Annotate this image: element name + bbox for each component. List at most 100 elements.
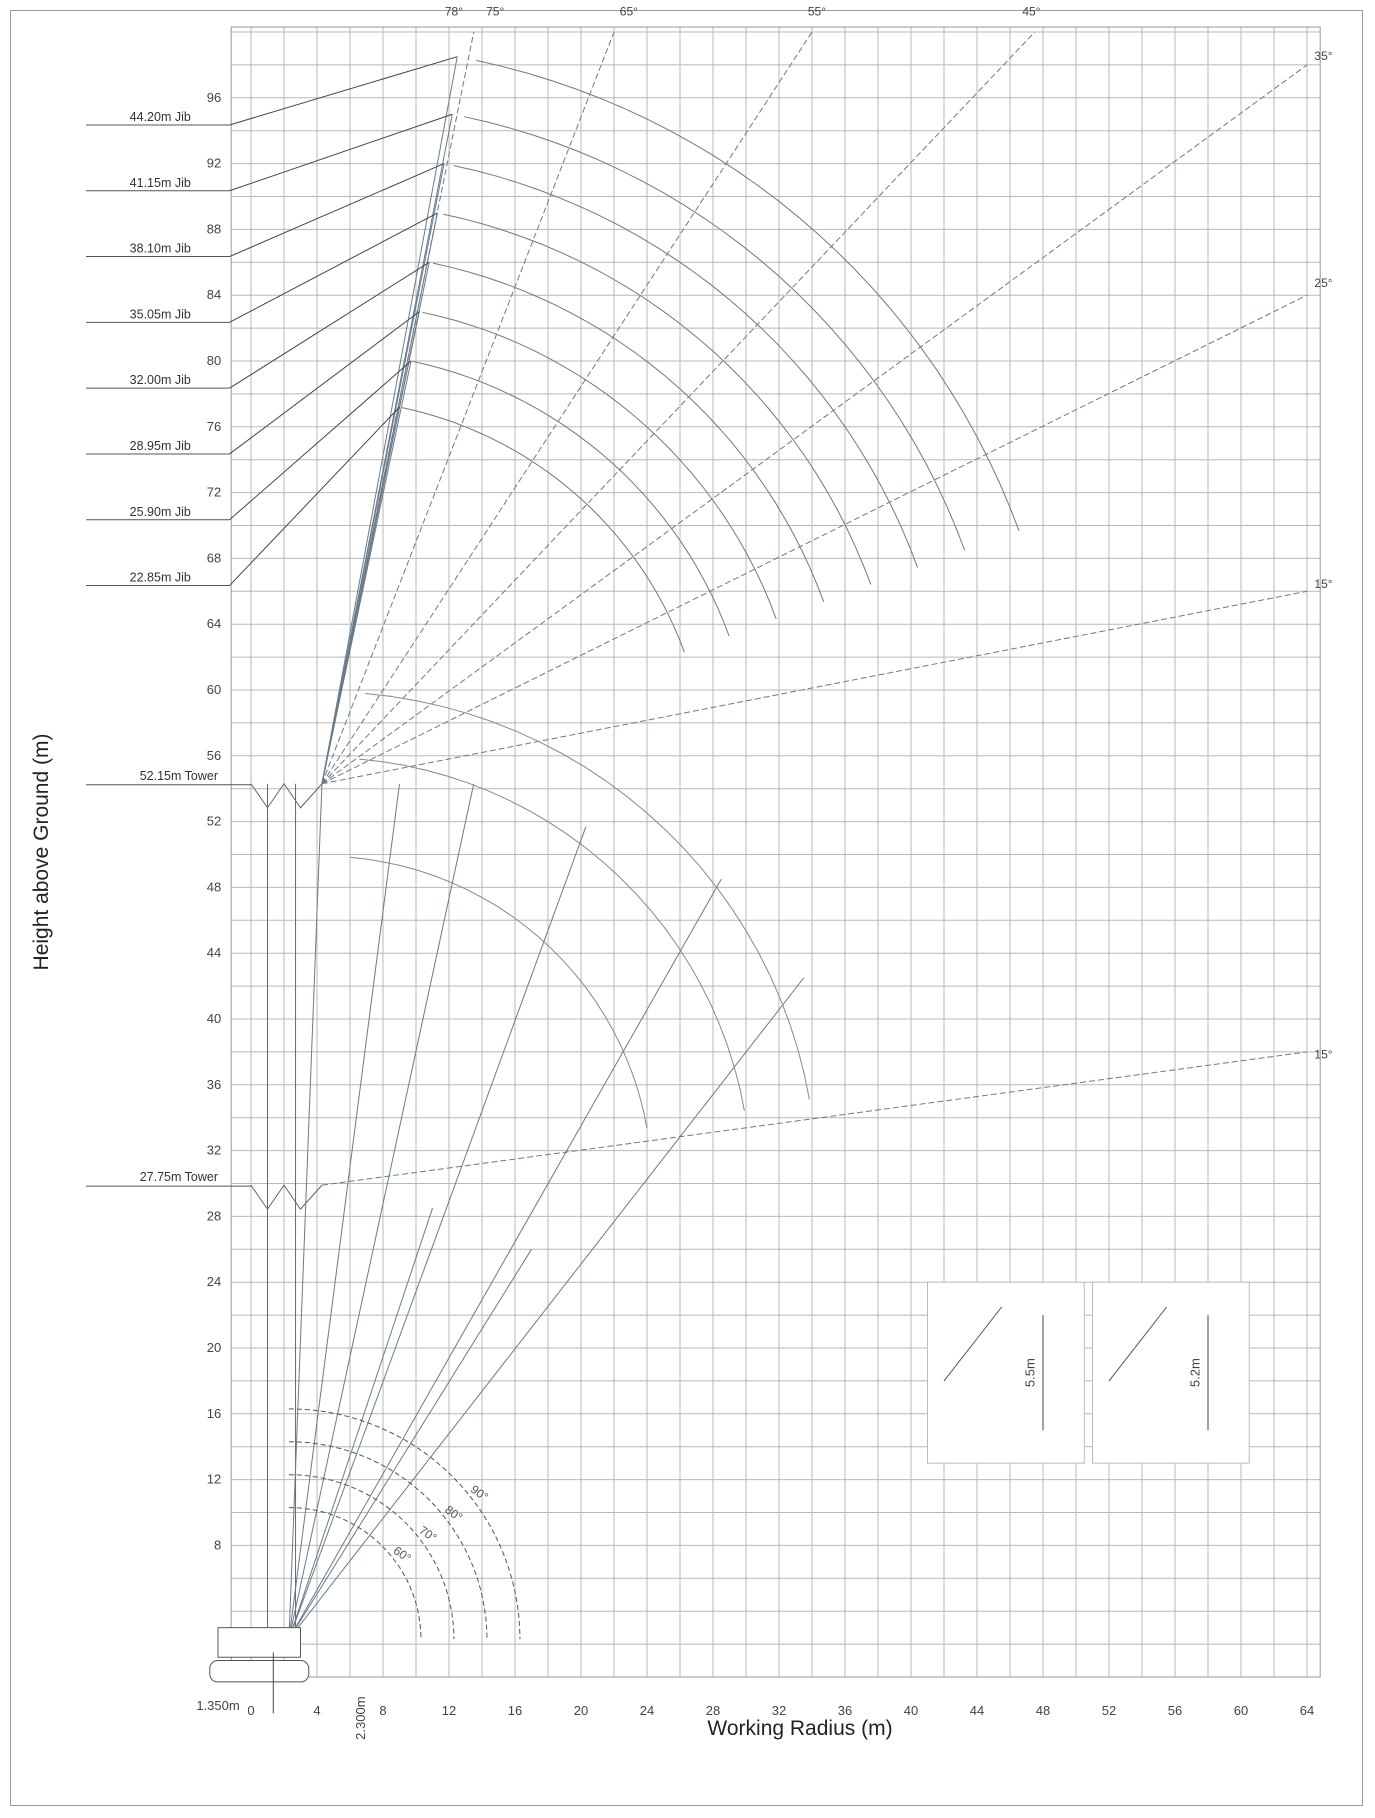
plot-area [230,26,1321,1678]
x-tick-label: 24 [640,1703,654,1718]
y-tick-label: 8 [214,1537,221,1552]
jib-label-leader [229,212,438,323]
jib-angle-label: 65° [620,5,638,19]
y-tick-label: 12 [207,1472,221,1487]
jib-tip-arc [453,165,919,568]
boom-line [288,1249,532,1640]
luffing-arc [288,1441,488,1640]
lower-jib-arc [359,758,745,1111]
y-tick-label: 80 [207,353,221,368]
luffing-angle-label: 90° [468,1482,491,1504]
y-tick-label: 76 [207,419,221,434]
detail-jib-line [943,1306,1003,1382]
y-tick-label: 20 [207,1340,221,1355]
boom-line [288,783,323,1640]
jib-angle-label: 25° [1314,276,1332,290]
jib-angle-label: 15° [1314,1047,1332,1061]
jib-angle-label: 55° [808,5,826,19]
jib-tip-arc [464,116,966,551]
jib-angle-line [321,31,1036,785]
x-tick-label: 28 [706,1703,720,1718]
y-tick-label: 72 [207,485,221,500]
chart-labels: 0 4 8 12 16 20 24 28 32 36 40 44 48 52 56 60 64812162024… [130,5,1333,1740]
jib-tip-arc [443,213,872,585]
jib-tip-arc [401,407,685,653]
x-axis-title: Working Radius (m) [707,1717,892,1740]
jib-label-leader [229,311,420,455]
crane-track [209,1660,310,1683]
jib-label: 28.95m Jib [130,439,191,453]
x-tick-label: 8 [379,1703,386,1718]
luffing-arc [288,1474,455,1640]
boom-line [288,1208,433,1640]
y-tick-label: 16 [207,1406,221,1421]
tower-label: 27.75m Tower [140,1170,218,1184]
radius-offset-label: 1.350m [196,1698,239,1713]
y-tick-label: 60 [207,682,221,697]
luffing-angle-label: 80° [442,1503,465,1525]
y-tick-label: 68 [207,550,221,565]
y-tick-label: 64 [207,616,221,631]
jib-angle-label: 45° [1022,5,1040,19]
y-tick-label: 44 [207,945,221,960]
luffing-angle-label: 60° [391,1543,414,1565]
jib-angle-line [321,590,1308,785]
jib-line [321,56,458,784]
jib-angle-line [321,31,813,785]
x-tick-label: 60 [1234,1703,1248,1718]
jib-label-leader [229,56,458,126]
jib-line [321,163,445,784]
jib-angle-label: 35° [1314,49,1332,63]
boom-line [288,826,587,1640]
jib-label: 35.05m Jib [130,307,191,321]
y-axis-title: Height above Ground (m) [30,734,53,971]
jib-angle-line [321,1051,1308,1186]
y-tick-label: 48 [207,879,221,894]
tower-head [250,1184,323,1211]
tower-label: 52.15m Tower [140,769,218,783]
detail-jib-line [1108,1306,1168,1382]
lower-jib-arc [365,693,810,1100]
chart-marks [86,31,1308,1714]
y-tick-label: 24 [207,1274,221,1289]
boom-line [288,878,722,1640]
lower-jib-arc [350,856,648,1129]
y-tick-label: 52 [207,814,221,829]
jib-angle-label: 15° [1314,577,1332,591]
jib-label-leader [229,163,445,258]
jib-label-leader [229,406,400,586]
jib-line [321,406,400,784]
jib-label: 22.85m Jib [130,571,191,585]
jib-label-leader [229,261,430,389]
chart-frame [10,10,1363,1806]
x-tick-label: 48 [1036,1703,1050,1718]
x-tick-label: 64 [1300,1703,1314,1718]
x-tick-label: 36 [838,1703,852,1718]
luffing-arc [288,1408,521,1640]
detail-dim-label: 5.5m [1023,1358,1038,1387]
y-tick-label: 28 [207,1208,221,1223]
x-tick-label: 4 [313,1703,320,1718]
luffing-arc [288,1507,422,1640]
tower-head [250,782,323,809]
boom-line [288,783,475,1640]
y-tick-label: 84 [207,287,221,302]
jib-tip-arc [411,360,730,637]
crane-base [217,1627,301,1658]
boom-line [288,977,805,1640]
y-tick-label: 96 [207,90,221,105]
x-tick-label: 56 [1168,1703,1182,1718]
y-tick-label: 92 [207,156,221,171]
x-tick-label: 32 [772,1703,786,1718]
x-tick-label: 52 [1102,1703,1116,1718]
jib-label: 41.15m Jib [130,176,191,190]
jib-angle-line [321,31,615,784]
jib-label: 44.20m Jib [130,110,191,124]
jib-angle-line [321,64,1308,785]
jib-label-leader [229,360,412,521]
y-tick-label: 40 [207,1011,221,1026]
pivot-height-label: 2.300m [353,1696,368,1739]
detail-inset [1092,1281,1250,1464]
y-tick-label: 32 [207,1143,221,1158]
